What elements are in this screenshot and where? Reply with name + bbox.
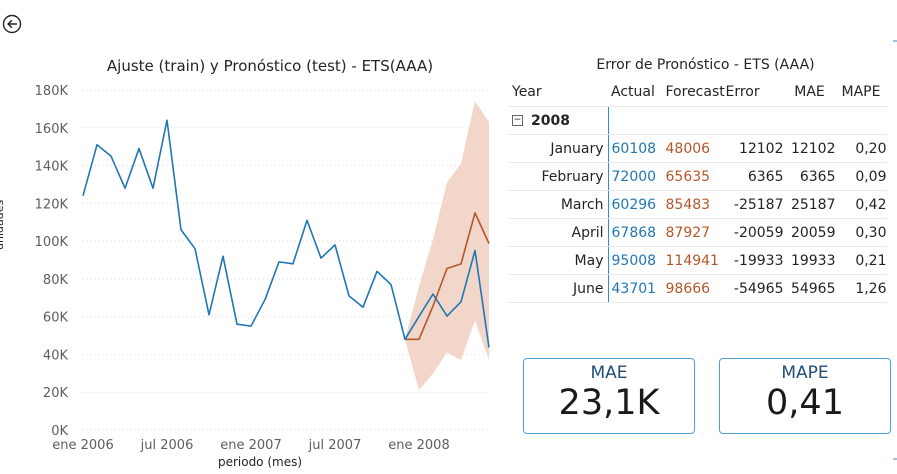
error-cell: -54965 bbox=[725, 274, 784, 303]
forecast-cell: 98666 bbox=[665, 274, 726, 303]
forecast-line bbox=[404, 212, 490, 341]
table-row: June 43701 98666 -54965 54965 1,26 bbox=[508, 274, 887, 303]
forecast-cell: 48006 bbox=[665, 134, 726, 163]
collapse-icon[interactable]: − bbox=[512, 115, 523, 126]
mape-cell: 1,26 bbox=[835, 274, 887, 303]
mape-card[interactable]: MAPE 0,41 bbox=[719, 358, 891, 434]
month-cell: January bbox=[508, 134, 609, 163]
forecast-cell: 85483 bbox=[665, 190, 726, 219]
year-label: 2008 bbox=[531, 112, 570, 129]
actual-cell: 43701 bbox=[608, 274, 666, 303]
y-tick-label: 180K bbox=[35, 84, 69, 99]
mape-cell: 0,09 bbox=[835, 162, 887, 191]
line-chart[interactable]: 0K 20K 40K 60K 80K 100K 120K 140K 160K 180K ene 20… bbox=[0, 0, 500, 474]
y-axis-title: unidades bbox=[0, 199, 6, 250]
header-actual[interactable]: Actual bbox=[608, 78, 666, 107]
mape-cell: 0,21 bbox=[835, 246, 887, 275]
mae-cell: 19933 bbox=[783, 246, 836, 275]
x-tick-label: jul 2006 bbox=[140, 438, 194, 453]
table-row: April 67868 87927 -20059 20059 0,30 bbox=[508, 218, 887, 247]
month-cell: February bbox=[508, 162, 609, 191]
table-row: May 95008 114941 -19933 19933 0,21 bbox=[508, 246, 887, 275]
mae-cell: 6365 bbox=[783, 162, 836, 191]
table-title: Error de Pronóstico - ETS (AAA) bbox=[596, 57, 815, 73]
actual-cell: 95008 bbox=[608, 246, 666, 275]
forecast-cell: 65635 bbox=[665, 162, 726, 191]
error-cell: 12102 bbox=[725, 134, 784, 163]
mae-card[interactable]: MAE 23,1K bbox=[523, 358, 695, 434]
header-forecast[interactable]: Forecast bbox=[665, 78, 726, 107]
actual-cell: 60296 bbox=[608, 190, 666, 219]
table-row: February 72000 65635 6365 6365 0,09 bbox=[508, 162, 887, 191]
edge-marker bbox=[893, 458, 897, 460]
mape-card-value: 0,41 bbox=[766, 383, 844, 423]
x-tick-label: ene 2008 bbox=[388, 438, 449, 453]
error-cell: 6365 bbox=[725, 162, 784, 191]
forecast-cell: 87927 bbox=[665, 218, 726, 247]
error-cell: -25187 bbox=[725, 190, 784, 219]
month-cell: March bbox=[508, 190, 609, 219]
actual-line bbox=[82, 119, 490, 348]
x-tick-label: ene 2007 bbox=[220, 438, 281, 453]
header-error[interactable]: Error bbox=[725, 78, 784, 107]
header-year[interactable]: Year bbox=[508, 78, 608, 107]
x-tick-label: ene 2006 bbox=[52, 438, 113, 453]
error-cell: -19933 bbox=[725, 246, 784, 275]
mae-cell: 54965 bbox=[783, 274, 836, 303]
y-tick-label: 140K bbox=[35, 160, 69, 175]
mape-cell: 0,20 bbox=[835, 134, 887, 163]
chart-title: Ajuste (train) y Pronóstico (test) - ETS… bbox=[106, 57, 434, 75]
mae-cell: 12102 bbox=[783, 134, 836, 163]
error-cell: -20059 bbox=[725, 218, 784, 247]
actual-cell: 60108 bbox=[608, 134, 666, 163]
mae-cell: 25187 bbox=[783, 190, 836, 219]
mae-card-label: MAE bbox=[590, 363, 628, 383]
actual-cell: 67868 bbox=[608, 218, 666, 247]
month-cell: April bbox=[508, 218, 609, 247]
forecast-error-table: Year Actual Forecast Error MAE MAPE −200… bbox=[508, 78, 887, 303]
mae-card-value: 23,1K bbox=[558, 383, 660, 423]
y-tick-label: 0K bbox=[51, 424, 68, 439]
mape-cell: 0,42 bbox=[835, 190, 887, 219]
month-cell: June bbox=[508, 274, 609, 303]
table-row: March 60296 85483 -25187 25187 0,42 bbox=[508, 190, 887, 219]
prediction-interval-band bbox=[405, 101, 489, 391]
x-axis-title: periodo (mes) bbox=[217, 455, 303, 469]
x-tick-label: jul 2007 bbox=[308, 438, 362, 453]
mae-cell: 20059 bbox=[783, 218, 836, 247]
mape-card-label: MAPE bbox=[781, 363, 829, 383]
back-arrow-icon[interactable] bbox=[2, 14, 22, 34]
mape-cell: 0,30 bbox=[835, 218, 887, 247]
y-tick-label: 80K bbox=[43, 273, 69, 288]
y-tick-label: 40K bbox=[43, 348, 69, 363]
edge-marker bbox=[893, 40, 897, 42]
month-cell: May bbox=[508, 246, 609, 275]
y-tick-label: 60K bbox=[43, 311, 69, 326]
y-tick-label: 100K bbox=[35, 235, 69, 250]
y-tick-label: 160K bbox=[35, 122, 69, 137]
y-tick-label: 120K bbox=[35, 197, 69, 212]
year-group-row: −2008 bbox=[508, 106, 887, 135]
y-tick-label: 20K bbox=[43, 386, 69, 401]
actual-cell: 72000 bbox=[608, 162, 666, 191]
header-mae[interactable]: MAE bbox=[783, 78, 836, 107]
table-header-row: Year Actual Forecast Error MAE MAPE bbox=[508, 78, 887, 107]
header-mape[interactable]: MAPE bbox=[835, 78, 887, 107]
table-row: January 60108 48006 12102 12102 0,20 bbox=[508, 134, 887, 163]
forecast-cell: 114941 bbox=[665, 246, 726, 275]
